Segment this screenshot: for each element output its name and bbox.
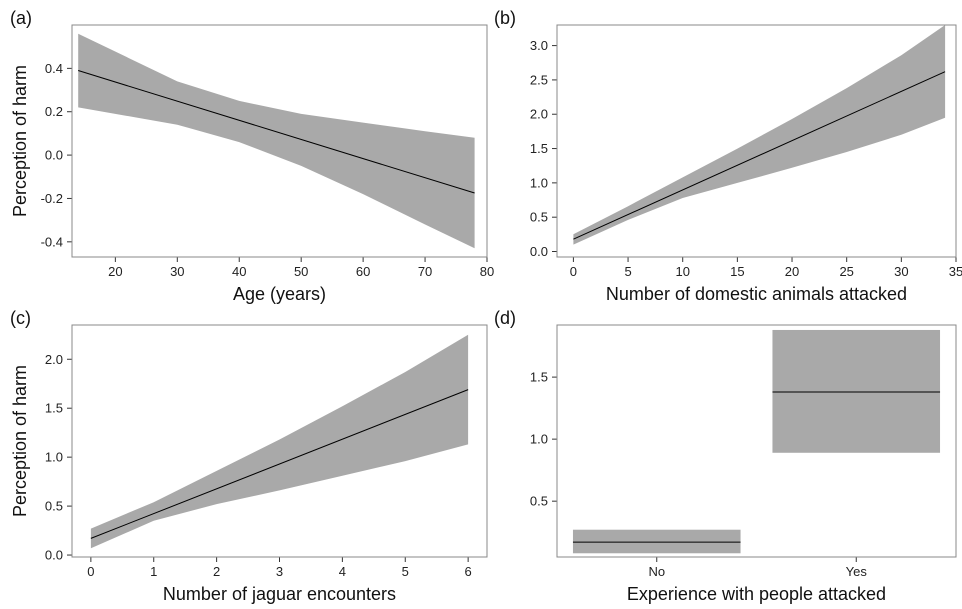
ci-box-no [572, 529, 741, 554]
x-tick-label: No [648, 564, 665, 579]
panel-b-label: (b) [494, 8, 516, 28]
plot-frame [71, 24, 488, 258]
x-tick-label: 35 [949, 264, 962, 279]
y-tick-label: 0.0 [45, 548, 63, 563]
x-tick-label: 25 [839, 264, 853, 279]
y-tick-label: 0.5 [530, 494, 548, 509]
x-tick-label: 5 [624, 264, 631, 279]
x-tick-label: 4 [339, 564, 346, 579]
panel-c-label: (c) [10, 308, 31, 328]
x-tick-label: 0 [570, 264, 577, 279]
y-tick-label: 2.0 [530, 107, 548, 122]
y-tick-label: 1.5 [45, 401, 63, 416]
x-tick-label: 3 [276, 564, 283, 579]
x-tick-label: 0 [87, 564, 94, 579]
x-axis-label: Number of domestic animals attacked [606, 284, 907, 304]
x-tick-label: 20 [108, 264, 122, 279]
y-tick-label: 1.5 [530, 141, 548, 156]
panel-d: No Yes 1.5 1.0 0.5 Experience with people att… [530, 324, 957, 604]
ci-box-yes [772, 329, 941, 453]
y-tick-label: 0.2 [45, 104, 63, 119]
y-tick-label: 1.0 [530, 175, 548, 190]
fit-line [573, 71, 946, 240]
y-tick-label: 1.5 [530, 370, 548, 385]
panel-b: 0 5 10 15 20 25 30 35 3.0 2.5 2.0 1.5 1.0 0.5 0.0 Numbe… [530, 24, 962, 304]
y-tick-label: 2.5 [530, 72, 548, 87]
x-tick-label: 5 [402, 564, 409, 579]
y-tick-label: 1.0 [530, 432, 548, 447]
x-tick-label: 1 [150, 564, 157, 579]
confidence-band [573, 25, 946, 245]
x-tick-label: 20 [785, 264, 799, 279]
panel-c: 0 1 2 3 4 5 6 2.0 1.5 1.0 0.5 0.0 Number of jaguar e… [10, 324, 488, 604]
panel-d-label: (d) [494, 308, 516, 328]
confidence-band [78, 33, 475, 249]
x-tick-label: 15 [730, 264, 744, 279]
x-tick-label: 30 [894, 264, 908, 279]
fit-line [78, 70, 475, 194]
x-tick-label: 2 [213, 564, 220, 579]
x-axis-label: Age (years) [233, 284, 326, 304]
y-tick-label: 0.4 [45, 61, 63, 76]
panel-a: 20 30 40 50 60 70 80 0.4 0.2 0.0 -0.2 -0.4 Age (year… [10, 24, 494, 304]
x-axis-label: Experience with people attacked [627, 584, 886, 604]
panel-a-label: (a) [10, 8, 32, 28]
y-tick-label: 0.5 [45, 499, 63, 514]
x-tick-label: 70 [418, 264, 432, 279]
fit-line [90, 389, 469, 539]
y-tick-label: 3.0 [530, 38, 548, 53]
plot-frame [71, 324, 488, 558]
plot-frame [556, 324, 957, 558]
x-tick-label: 30 [170, 264, 184, 279]
x-tick-label: 40 [232, 264, 246, 279]
y-axis-label: Perception of harm [10, 365, 30, 517]
x-tick-label: 10 [675, 264, 689, 279]
y-tick-label: -0.4 [41, 234, 63, 249]
y-tick-label: 1.0 [45, 450, 63, 465]
x-tick-label: 6 [465, 564, 472, 579]
y-tick-label: 0.5 [530, 210, 548, 225]
x-tick-label: 80 [480, 264, 494, 279]
x-axis-label: Number of jaguar encounters [163, 584, 396, 604]
plot-frame [556, 24, 957, 258]
x-tick-label: 50 [294, 264, 308, 279]
y-tick-label: 0.0 [45, 148, 63, 163]
x-tick-label: Yes [846, 564, 868, 579]
x-tick-label: 60 [356, 264, 370, 279]
confidence-band [90, 334, 469, 549]
y-tick-label: 0.0 [530, 244, 548, 259]
y-tick-label: -0.2 [41, 191, 63, 206]
y-axis-label: Perception of harm [10, 65, 30, 217]
y-tick-label: 2.0 [45, 352, 63, 367]
